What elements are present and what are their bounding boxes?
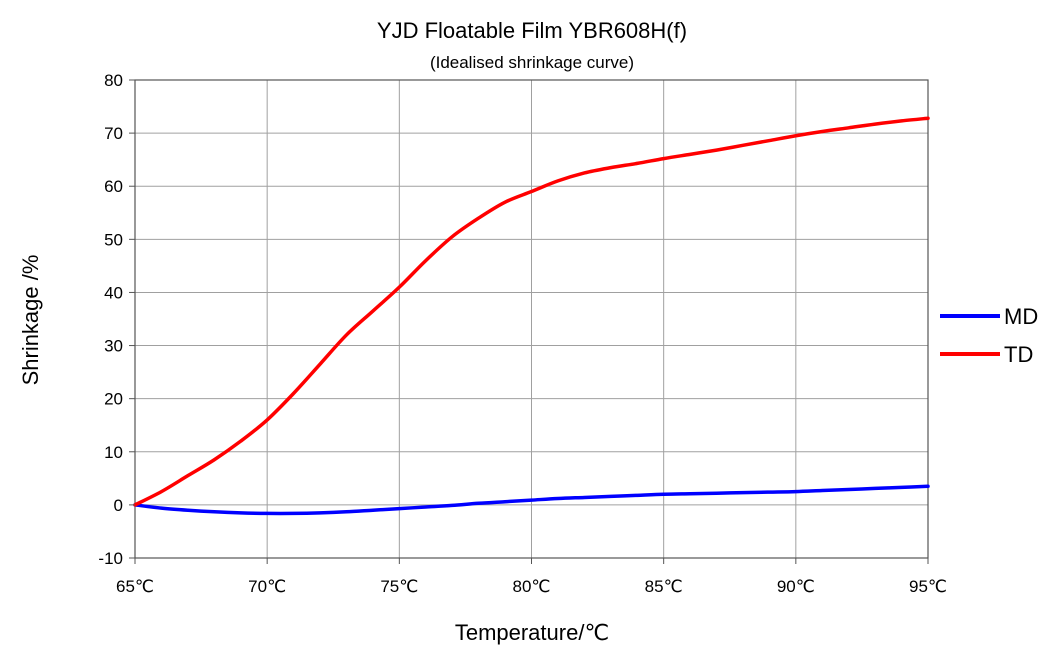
legend-label-td: TD bbox=[1004, 342, 1033, 367]
y-tick-label: 60 bbox=[104, 177, 123, 196]
chart-title: YJD Floatable Film YBR608H(f) bbox=[377, 18, 687, 43]
chart-subtitle: (Idealised shrinkage curve) bbox=[430, 53, 634, 72]
x-tick-label: 85℃ bbox=[645, 577, 683, 596]
y-axis-ticks: -10 0 10 20 30 40 50 60 70 80 bbox=[98, 71, 135, 568]
y-axis-label: Shrinkage /% bbox=[18, 255, 43, 386]
y-tick-label: 80 bbox=[104, 71, 123, 90]
x-tick-label: 65℃ bbox=[116, 577, 154, 596]
x-tick-label: 70℃ bbox=[248, 577, 286, 596]
series-lines bbox=[133, 116, 930, 516]
x-tick-label: 95℃ bbox=[909, 577, 947, 596]
y-tick-label: 50 bbox=[104, 230, 123, 249]
y-tick-label: 0 bbox=[114, 496, 123, 515]
legend: MD TD bbox=[940, 304, 1038, 367]
y-tick-label: 70 bbox=[104, 124, 123, 143]
y-tick-label: 20 bbox=[104, 390, 123, 409]
y-tick-label: 30 bbox=[104, 337, 123, 356]
legend-label-md: MD bbox=[1004, 304, 1038, 329]
y-tick-label: -10 bbox=[98, 549, 123, 568]
x-tick-label: 80℃ bbox=[512, 577, 550, 596]
series-line-td bbox=[133, 116, 930, 507]
x-tick-label: 90℃ bbox=[777, 577, 815, 596]
series-line-md bbox=[133, 484, 930, 516]
gridlines bbox=[135, 80, 928, 558]
x-axis-ticks: 65℃ 70℃ 75℃ 80℃ 85℃ 90℃ 95℃ bbox=[116, 558, 947, 596]
y-tick-label: 40 bbox=[104, 283, 123, 302]
y-tick-label: 10 bbox=[104, 443, 123, 462]
x-tick-label: 75℃ bbox=[380, 577, 418, 596]
x-axis-label: Temperature/℃ bbox=[455, 620, 609, 645]
